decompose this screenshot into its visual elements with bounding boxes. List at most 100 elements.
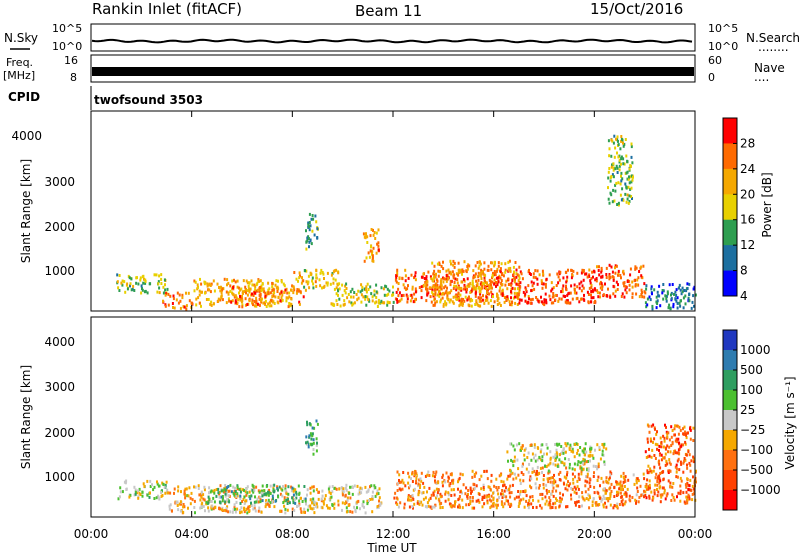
heatmap-cell bbox=[656, 443, 659, 447]
heatmap-cell bbox=[552, 494, 555, 498]
heatmap-cell bbox=[428, 474, 431, 477]
heatmap-cell bbox=[349, 510, 352, 514]
heatmap-cell bbox=[570, 269, 573, 273]
heatmap-cell bbox=[397, 481, 400, 485]
heatmap-cell bbox=[692, 294, 695, 298]
velocity-ylabel: Slant Range [km] bbox=[19, 365, 33, 469]
heatmap-cell bbox=[504, 295, 507, 299]
colorbar-segment bbox=[723, 194, 737, 221]
heatmap-cell bbox=[501, 272, 504, 276]
heatmap-cell bbox=[587, 487, 590, 491]
heatmap-cell bbox=[488, 498, 491, 502]
heatmap-cell bbox=[377, 248, 380, 252]
heatmap-cell bbox=[497, 276, 500, 280]
heatmap-cell bbox=[402, 283, 405, 287]
heatmap-cell bbox=[451, 270, 454, 274]
heatmap-cell bbox=[263, 290, 266, 294]
heatmap-cell bbox=[326, 271, 329, 275]
heatmap-cell bbox=[331, 303, 334, 307]
heatmap-cell bbox=[312, 452, 315, 456]
heatmap-cell bbox=[162, 482, 165, 486]
colorbar-segment bbox=[723, 490, 737, 511]
heatmap-cell bbox=[612, 166, 615, 170]
heatmap-cell bbox=[261, 484, 264, 488]
heatmap-cell bbox=[620, 179, 623, 183]
heatmap-cell bbox=[589, 447, 591, 451]
heatmap-cell bbox=[483, 267, 486, 271]
heatmap-cell bbox=[572, 481, 575, 485]
heatmap-cell bbox=[311, 276, 314, 280]
heatmap-cell bbox=[510, 458, 513, 462]
heatmap-cell bbox=[544, 292, 547, 296]
heatmap-cell bbox=[474, 294, 477, 298]
heatmap-cell bbox=[222, 490, 225, 494]
heatmap-cell bbox=[678, 425, 681, 429]
heatmap-cell bbox=[377, 505, 380, 509]
heatmap-cell bbox=[448, 271, 451, 275]
heatmap-cell bbox=[198, 301, 201, 305]
heatmap-cell bbox=[434, 503, 437, 507]
heatmap-cell bbox=[427, 291, 430, 295]
heatmap-cell bbox=[676, 301, 679, 305]
heatmap-cell bbox=[363, 505, 365, 509]
heatmap-cell bbox=[305, 441, 307, 445]
heatmap-cell bbox=[475, 299, 478, 303]
heatmap-cell bbox=[401, 487, 404, 491]
heatmap-cell bbox=[454, 294, 457, 298]
heatmap-cell bbox=[670, 444, 673, 447]
heatmap-cell bbox=[537, 299, 540, 303]
heatmap-cell bbox=[345, 287, 348, 290]
heatmap-cell bbox=[577, 487, 580, 491]
heatmap-cell bbox=[517, 282, 520, 286]
heatmap-cell bbox=[495, 477, 498, 481]
heatmap-cell bbox=[440, 279, 442, 283]
heatmap-cell bbox=[516, 458, 519, 462]
heatmap-cell bbox=[420, 296, 423, 300]
heatmap-cell bbox=[513, 497, 516, 501]
heatmap-cell bbox=[598, 291, 601, 295]
heatmap-cell bbox=[516, 273, 519, 277]
heatmap-cell bbox=[239, 487, 242, 491]
heatmap-cell bbox=[437, 269, 440, 273]
heatmap-cell bbox=[648, 430, 651, 434]
heatmap-cell bbox=[507, 268, 510, 272]
heatmap-cell bbox=[675, 288, 678, 292]
heatmap-cell bbox=[141, 494, 144, 498]
heatmap-cell bbox=[517, 495, 520, 499]
heatmap-cell bbox=[687, 487, 690, 491]
heatmap-cell bbox=[575, 291, 578, 295]
heatmap-cell bbox=[246, 491, 249, 495]
heatmap-cell bbox=[510, 503, 513, 507]
heatmap-cell bbox=[492, 491, 495, 495]
heatmap-cell bbox=[584, 490, 587, 494]
heatmap-cell bbox=[624, 288, 627, 292]
heatmap-cell bbox=[638, 270, 641, 273]
heatmap-cell bbox=[420, 500, 423, 504]
heatmap-cell bbox=[183, 489, 186, 493]
heatmap-cell bbox=[179, 509, 182, 513]
heatmap-cell bbox=[688, 497, 691, 501]
heatmap-cell bbox=[256, 302, 259, 306]
heatmap-cell bbox=[578, 286, 581, 290]
heatmap-cell bbox=[540, 448, 543, 452]
heatmap-cell bbox=[123, 480, 126, 484]
heatmap-cell bbox=[676, 296, 679, 300]
heatmap-cell bbox=[480, 271, 483, 275]
heatmap-cell bbox=[552, 295, 555, 298]
heatmap-cell bbox=[647, 455, 650, 459]
heatmap-cell bbox=[440, 501, 443, 505]
heatmap-cell bbox=[544, 495, 547, 499]
heatmap-cell bbox=[656, 430, 658, 434]
heatmap-cell bbox=[591, 454, 594, 458]
heatmap-cell bbox=[559, 478, 562, 482]
power-heatmap bbox=[116, 134, 697, 311]
heatmap-cell bbox=[467, 489, 470, 492]
heatmap-cell bbox=[575, 442, 578, 446]
heatmap-cell bbox=[209, 500, 212, 503]
heatmap-cell bbox=[581, 468, 584, 472]
heatmap-cell bbox=[471, 506, 474, 510]
heatmap-cell bbox=[672, 305, 675, 309]
heatmap-cell bbox=[355, 502, 358, 506]
heatmap-cell bbox=[232, 286, 235, 289]
heatmap-cell bbox=[312, 438, 315, 442]
